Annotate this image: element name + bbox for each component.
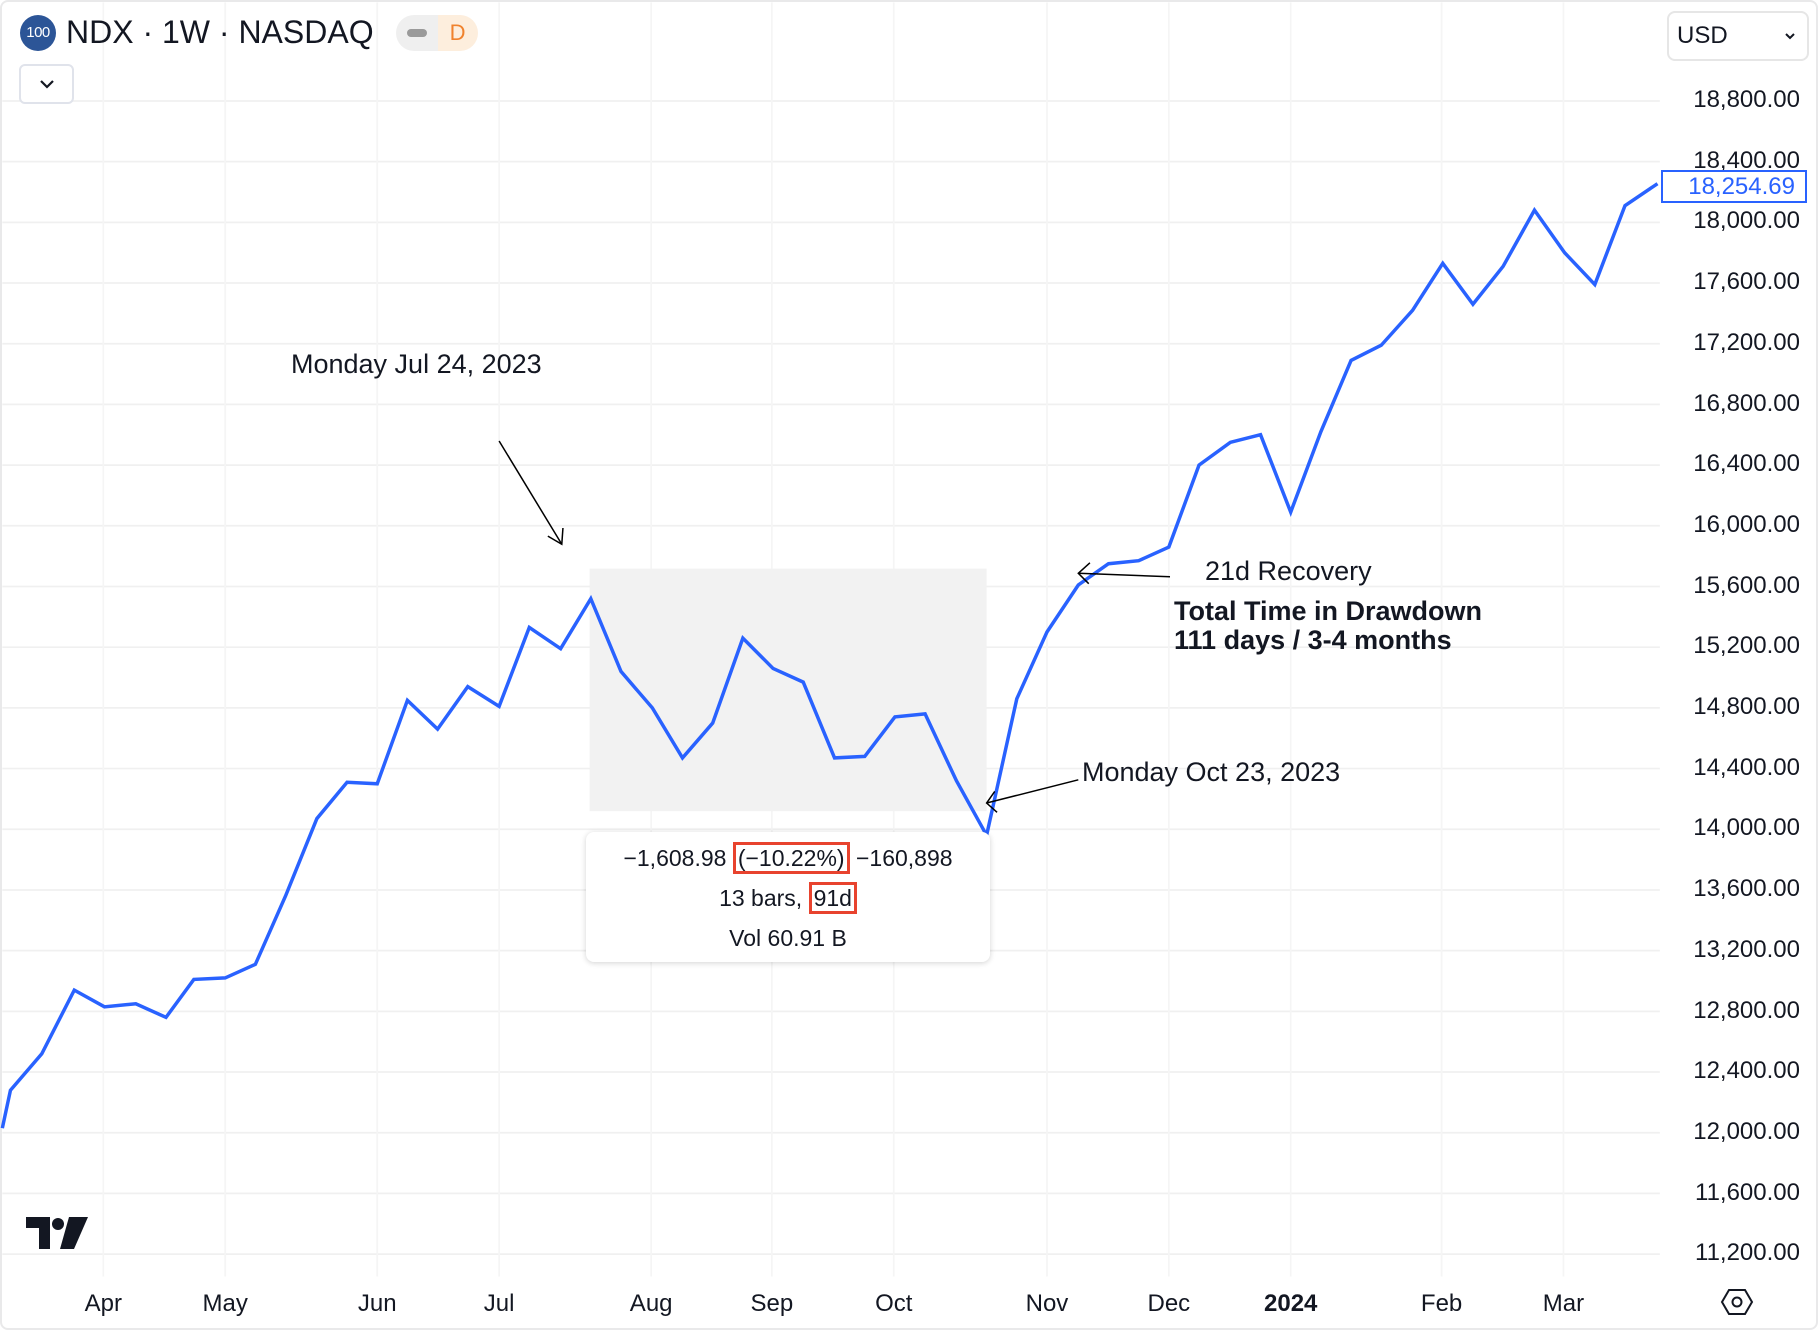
price-scale-label: 18,800.00 (1693, 85, 1800, 113)
symbol-logo-badge: 100 (20, 14, 56, 51)
peak-arrow (498, 440, 564, 546)
measure-change-ticks: −160,898 (855, 845, 953, 871)
currency-select[interactable]: USD (1667, 11, 1809, 61)
price-scale-label: 14,400.00 (1693, 753, 1800, 781)
trough-arrow (985, 779, 1079, 813)
price-scale-label: 18,000.00 (1693, 207, 1800, 235)
time-scale-label: Mar (1542, 1290, 1585, 1317)
time-scale-label: Sep (750, 1290, 794, 1317)
time-scale-label: Jul (483, 1290, 515, 1317)
currency-value: USD (1677, 22, 1728, 49)
measure-days: 91d (808, 882, 857, 914)
recovery-annotation[interactable]: 21d Recovery (1205, 556, 1372, 586)
trough-date-annotation[interactable]: Monday Oct 23, 2023 (1082, 757, 1341, 787)
time-scale-label: Feb (1420, 1290, 1463, 1317)
measure-bars: 13 bars, (719, 885, 803, 911)
time-scale-label: May (202, 1290, 248, 1317)
price-scale-label: 18,400.00 (1693, 146, 1800, 174)
measure-volume: Vol 60.91 B (729, 925, 847, 951)
drawdown-shaded-region (589, 568, 987, 812)
time-scale-label: Oct (875, 1290, 913, 1317)
market-closed-icon (395, 14, 438, 51)
price-scale-label: 12,800.00 (1693, 996, 1800, 1024)
gear-hexagon-icon[interactable] (1720, 1287, 1754, 1317)
time-scale-label: Nov (1025, 1290, 1069, 1317)
price-scale-label: 14,000.00 (1693, 814, 1800, 842)
price-scale-label: 16,000.00 (1693, 510, 1800, 538)
price-scale-label: 12,000.00 (1693, 1117, 1800, 1145)
symbol-header[interactable]: 100 NDX · 1W · NASDAQ D (20, 14, 478, 51)
recovery-arrow (1077, 562, 1171, 585)
chevron-down-icon (1785, 33, 1795, 40)
price-scale-label: 15,200.00 (1693, 632, 1800, 660)
time-scale-label: Apr (84, 1290, 122, 1317)
measure-change-percent: (−10.22%) (732, 842, 850, 874)
legend-collapse-button[interactable] (19, 64, 74, 104)
drawdown-total-line1[interactable]: Total Time in Drawdown (1174, 596, 1483, 626)
time-scale-label: Aug (629, 1290, 673, 1317)
measure-change: −1,608.98 (623, 845, 727, 871)
time-scale-label: Dec (1147, 1290, 1191, 1317)
price-scale-label: 17,200.00 (1693, 328, 1800, 356)
price-scale-label: 13,600.00 (1693, 875, 1800, 903)
tradingview-logo-icon[interactable] (26, 1217, 88, 1249)
time-scale-label: Jun (357, 1290, 397, 1317)
delayed-data-badge: D (437, 14, 478, 51)
price-scale-label: 14,800.00 (1693, 693, 1800, 721)
price-scale-label: 15,600.00 (1693, 571, 1800, 599)
drawdown-total-line2[interactable]: 111 days / 3-4 months (1174, 625, 1452, 655)
chevron-down-icon (39, 80, 54, 89)
last-price-label: 18,254.69 (1661, 170, 1807, 203)
measure-tooltip: −1,608.98 (−10.22%) −160,898 13 bars, 91… (586, 832, 990, 962)
peak-date-annotation[interactable]: Monday Jul 24, 2023 (291, 349, 542, 379)
market-status-pill[interactable]: D (395, 14, 478, 51)
price-scale-label: 11,600.00 (1695, 1178, 1800, 1206)
price-scale-label: 11,200.00 (1695, 1239, 1800, 1267)
price-scale-label: 17,600.00 (1693, 268, 1800, 296)
time-scale-label: 2024 (1264, 1290, 1318, 1317)
price-scale-label: 16,400.00 (1693, 450, 1800, 478)
price-scale-label: 13,200.00 (1693, 935, 1800, 963)
price-scale-label: 12,400.00 (1693, 1057, 1800, 1085)
price-scale-label: 16,800.00 (1693, 389, 1800, 417)
symbol-title[interactable]: NDX · 1W · NASDAQ (66, 14, 374, 50)
price-line[interactable] (0, 182, 1659, 1129)
